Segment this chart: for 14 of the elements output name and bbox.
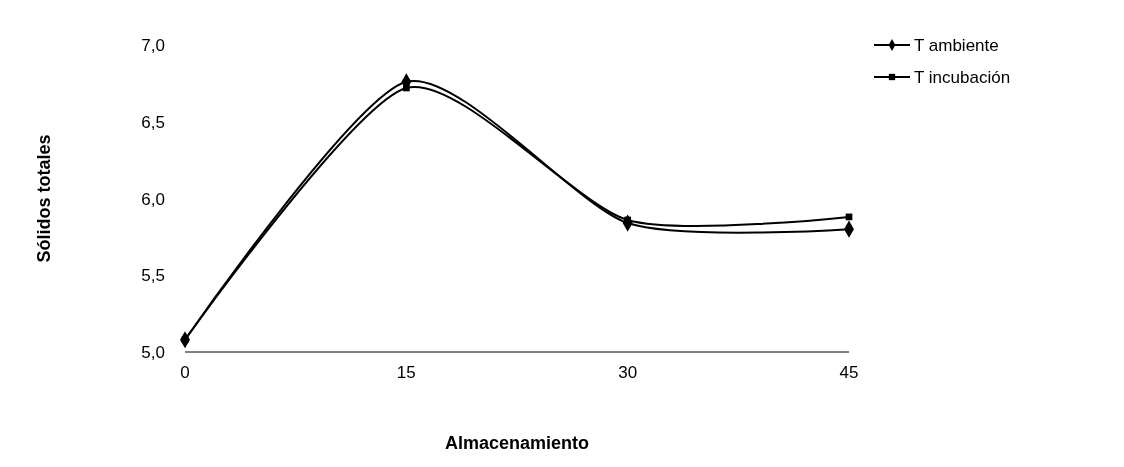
legend-label: T ambiente bbox=[914, 36, 999, 55]
x-axis-title: Almacenamiento bbox=[444, 433, 590, 453]
y-tick-label: 6,5 bbox=[141, 112, 165, 132]
x-tick-label: 30 bbox=[618, 363, 638, 382]
point bbox=[402, 84, 410, 92]
y-tick-label: 5,5 bbox=[141, 266, 165, 286]
x-tick-label: 15 bbox=[396, 363, 416, 382]
y-tick-label: 6,0 bbox=[141, 189, 165, 209]
y-tick-label: 7,0 bbox=[141, 36, 165, 55]
x-tick-label: 0 bbox=[180, 363, 190, 382]
y-axis-title: Sólidos totales bbox=[34, 134, 54, 263]
legend-label: T incubación bbox=[914, 68, 1011, 87]
x-tick-label: 45 bbox=[839, 363, 859, 382]
y-tick-label: 5,0 bbox=[141, 343, 165, 362]
